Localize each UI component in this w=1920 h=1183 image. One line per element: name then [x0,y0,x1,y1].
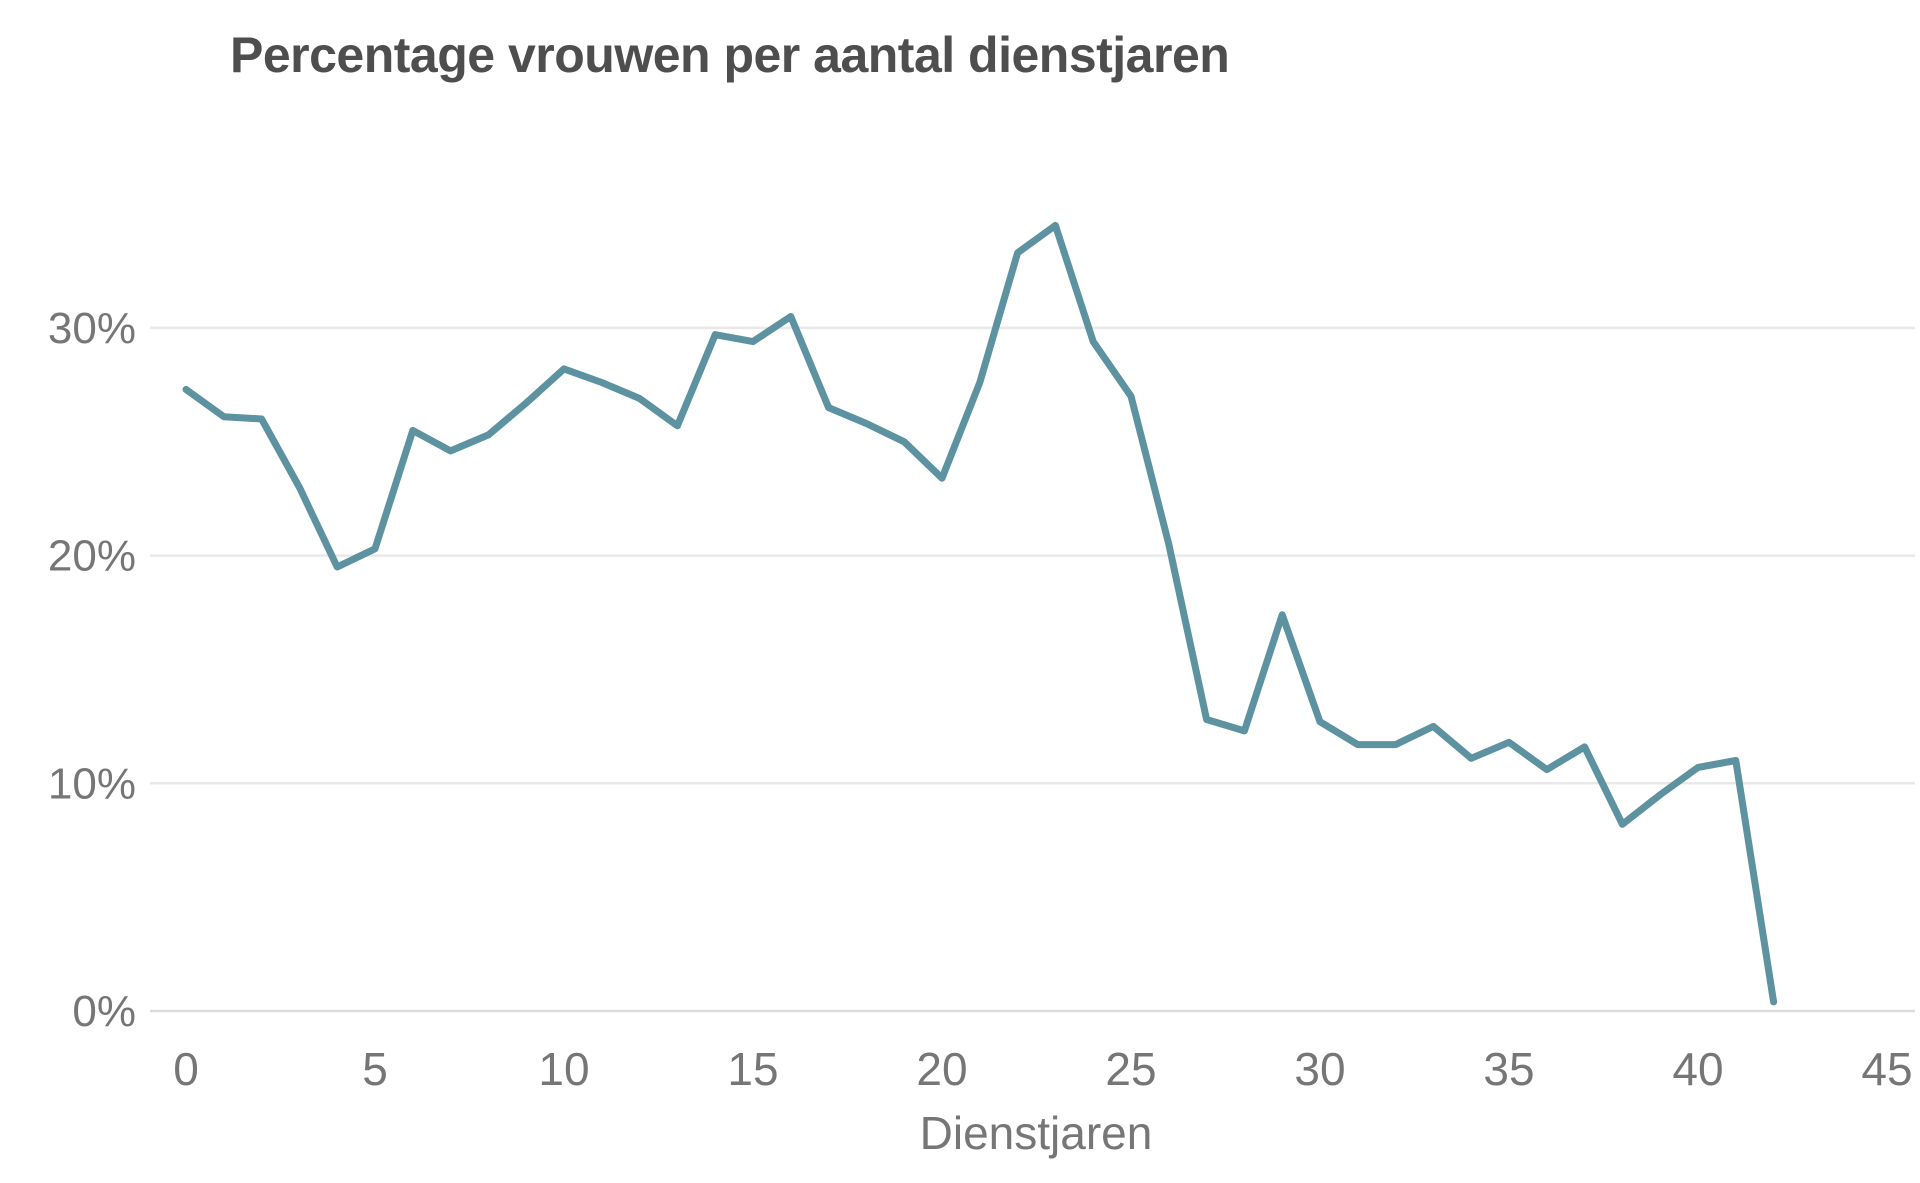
x-tick-label: 10 [538,1043,589,1095]
data-line-percentage-vrouwen [182,221,1778,1006]
x-tick-label: 5 [362,1043,388,1095]
x-tick-label: 0 [173,1043,199,1095]
x-tick-label: 40 [1672,1043,1723,1095]
y-tick-label: 10% [48,759,136,808]
y-tick-label: 30% [48,304,136,353]
x-tick-label: 45 [1861,1043,1912,1095]
x-tick-label: 15 [727,1043,778,1095]
chart-title: Percentage vrouwen per aantal dienstjare… [230,27,1230,83]
x-axis-title: Dienstjaren [919,1107,1153,1159]
x-tick-label: 35 [1483,1043,1534,1095]
x-tick-label: 30 [1294,1043,1345,1095]
y-tick-label: 0% [72,987,136,1036]
x-tick-label: 25 [1105,1043,1156,1095]
y-tick-label: 20% [48,532,136,581]
x-tick-label: 20 [916,1043,967,1095]
